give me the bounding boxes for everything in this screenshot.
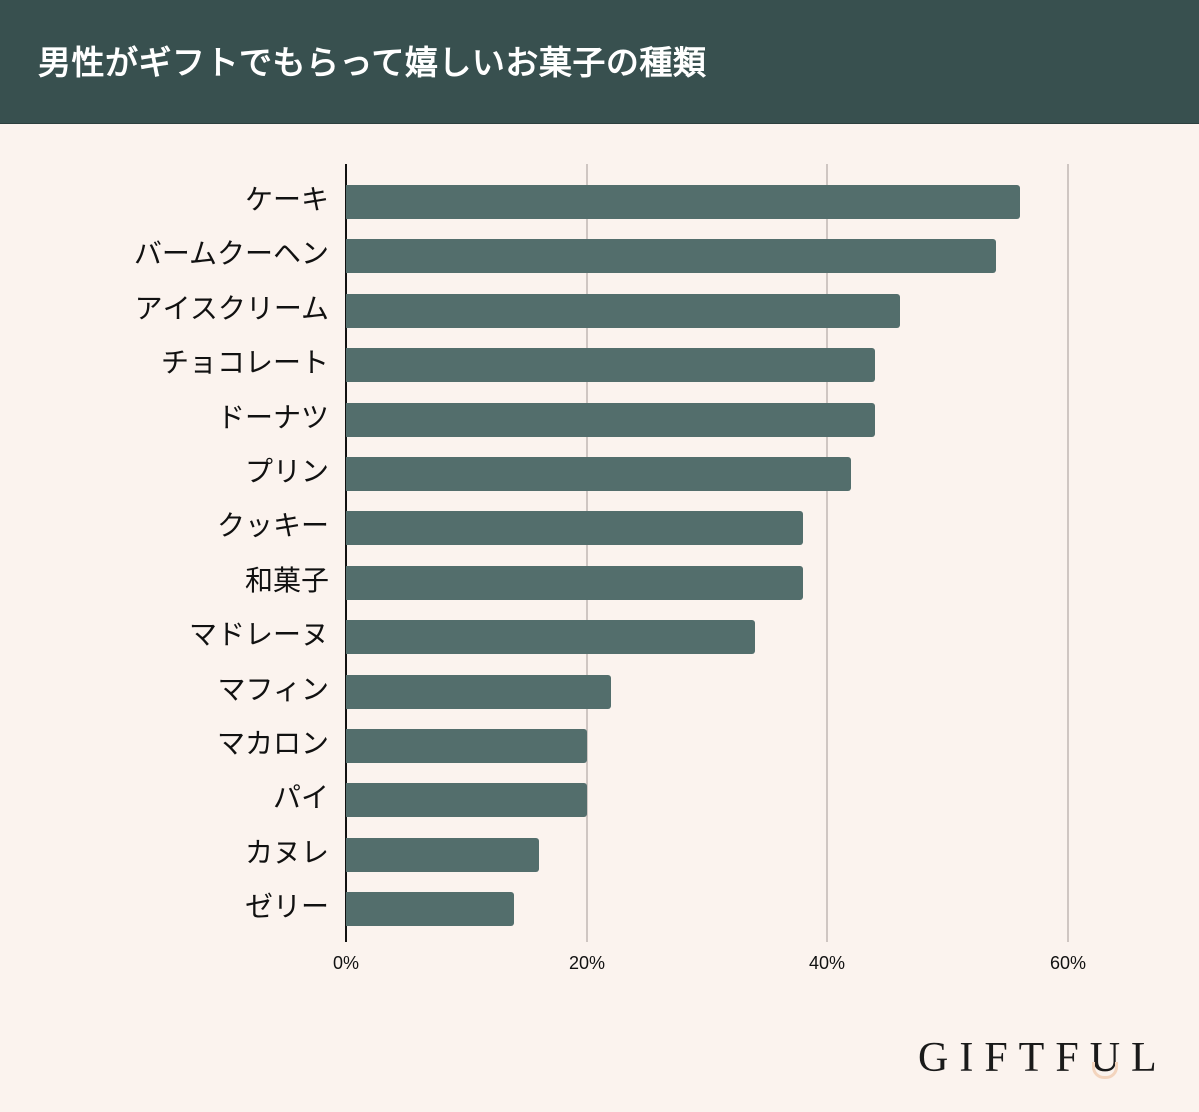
bar	[346, 566, 803, 600]
bar	[346, 892, 514, 926]
chart-header: 男性がギフトでもらって嬉しいお菓子の種類	[0, 0, 1199, 124]
category-label: マフィン	[217, 673, 329, 706]
bar	[346, 294, 900, 328]
category-label: ケーキ	[244, 183, 329, 216]
gridline-20	[586, 164, 588, 942]
category-label: アイスクリーム	[134, 292, 329, 325]
y-axis-line	[345, 164, 347, 942]
category-label: ドーナツ	[216, 401, 329, 434]
category-label: プリン	[244, 455, 329, 488]
logo-u: U	[1089, 1035, 1132, 1081]
bar	[346, 620, 755, 654]
category-label: クッキー	[216, 509, 329, 542]
logo-text-end: L	[1131, 1035, 1168, 1081]
logo-text: GIFTF	[918, 1035, 1090, 1081]
category-label: カヌレ	[244, 836, 329, 869]
category-label: マカロン	[216, 727, 329, 760]
giftful-logo: GIFTFUL	[918, 1034, 1168, 1082]
chart-title: 男性がギフトでもらって嬉しいお菓子の種類	[38, 43, 707, 82]
bar	[346, 457, 851, 491]
bar	[346, 239, 996, 273]
category-label: 和菓子	[244, 564, 329, 597]
category-label: ゼリー	[244, 890, 329, 923]
category-label: チョコレート	[160, 346, 329, 379]
bar	[346, 185, 1020, 219]
x-tick: 60%	[1049, 953, 1087, 973]
bar	[346, 838, 539, 872]
category-label: パイ	[272, 781, 329, 814]
x-tick: 0%	[332, 953, 360, 973]
bar	[346, 675, 611, 709]
bar	[346, 403, 875, 437]
bar	[346, 783, 587, 817]
x-tick: 20%	[568, 953, 606, 973]
category-label: マドレーヌ	[188, 618, 329, 651]
bar	[346, 511, 803, 545]
gridline-60	[1067, 164, 1069, 942]
bar	[346, 729, 587, 763]
x-tick: 40%	[808, 953, 846, 973]
bar	[346, 348, 875, 382]
category-label: バームクーヘン	[133, 237, 329, 270]
gridline-40	[826, 164, 828, 942]
